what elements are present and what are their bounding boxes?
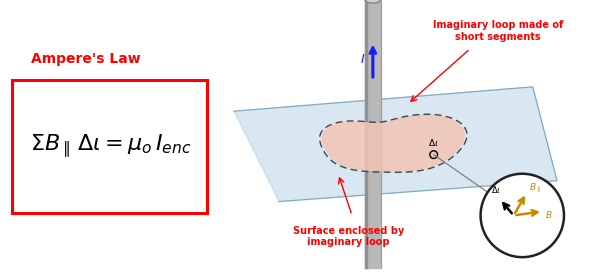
Text: $I$: $I$ — [359, 53, 365, 66]
Polygon shape — [234, 87, 557, 202]
Text: Ampere's Law: Ampere's Law — [30, 53, 141, 66]
Circle shape — [481, 174, 564, 257]
Ellipse shape — [365, 0, 380, 3]
Text: $\Delta\iota$: $\Delta\iota$ — [428, 137, 439, 148]
Text: $\Delta\iota$: $\Delta\iota$ — [490, 184, 501, 195]
FancyBboxPatch shape — [12, 80, 207, 213]
Text: $B_{\parallel}$: $B_{\parallel}$ — [529, 182, 541, 195]
Polygon shape — [322, 115, 464, 171]
Text: Imaginary loop made of
short segments: Imaginary loop made of short segments — [433, 21, 563, 42]
Text: $\Sigma B_{\parallel}\, \Delta\iota = \mu_o\, I_{enc}$: $\Sigma B_{\parallel}\, \Delta\iota = \m… — [30, 133, 191, 160]
Text: Surface enclosed by
imaginary loop: Surface enclosed by imaginary loop — [293, 225, 404, 247]
Text: $B$: $B$ — [545, 208, 552, 220]
